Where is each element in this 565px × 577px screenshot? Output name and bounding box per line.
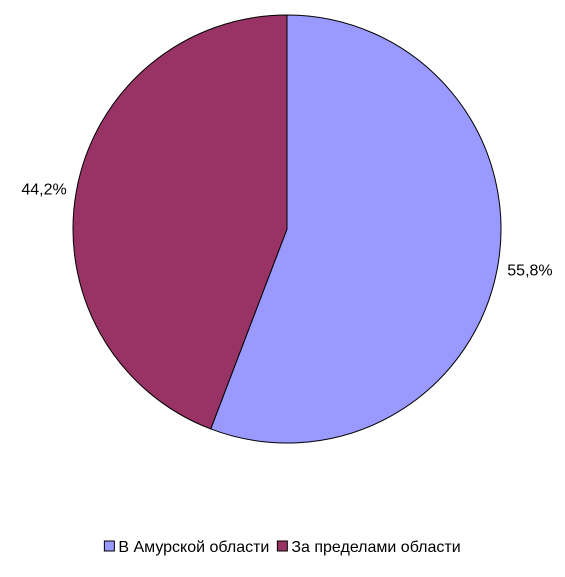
legend-swatch-1 <box>103 540 115 552</box>
slice-labels: 55,8% 44,2% <box>21 181 552 279</box>
data-label-1: 55,8% <box>507 263 552 280</box>
legend-label-2: За пределами области <box>291 539 460 556</box>
pie-slice-1 <box>210 14 502 444</box>
pie-slice-2 <box>72 14 288 430</box>
pie-slices <box>72 14 502 444</box>
data-label-2: 44,2% <box>21 181 66 198</box>
legend-label-1: В Амурской области <box>118 539 269 556</box>
legend: В Амурской области За пределами области <box>103 539 461 556</box>
legend-swatch-2 <box>276 540 288 552</box>
